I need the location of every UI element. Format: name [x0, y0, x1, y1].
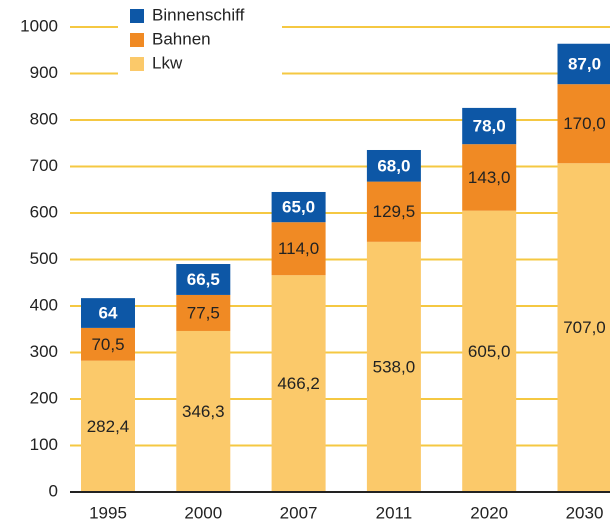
y-tick-label: 400: [30, 295, 58, 314]
bar-segment: [176, 330, 231, 492]
bar-segment: [462, 144, 517, 211]
bar-segment: [81, 360, 135, 492]
legend-swatch: [130, 9, 144, 23]
bar-segment: [176, 264, 231, 295]
value-label: 66,5: [187, 270, 220, 289]
value-label: 346,3: [182, 402, 225, 421]
bar-segment: [366, 181, 421, 242]
bar-segment: [271, 191, 326, 223]
value-label: 129,5: [373, 202, 416, 221]
value-label: 68,0: [377, 156, 410, 175]
value-label: 78,0: [473, 117, 506, 136]
bar-segment: [557, 163, 610, 492]
legend-label: Bahnen: [152, 29, 211, 48]
value-label: 114,0: [278, 239, 319, 258]
bar-segment: [366, 149, 421, 182]
bar-segment: [366, 241, 421, 492]
value-label: 605,0: [468, 342, 511, 361]
value-label: 143,0: [468, 168, 511, 187]
y-tick-label: 300: [30, 342, 58, 361]
value-label: 64: [99, 304, 118, 323]
value-label: 538,0: [373, 357, 416, 376]
value-label: 70,5: [91, 335, 124, 354]
x-tick-label: 2011: [376, 503, 413, 522]
x-tick-label: 2030: [566, 503, 604, 522]
x-tick-label: 2000: [184, 503, 222, 522]
value-label: 282,4: [87, 417, 130, 436]
y-tick-label: 700: [30, 156, 58, 175]
bar-segment: [271, 275, 326, 492]
legend-label: Lkw: [152, 53, 183, 72]
legend-label: Binnenschiff: [152, 5, 245, 24]
y-tick-label: 900: [30, 63, 58, 82]
value-label: 170,0: [563, 114, 606, 133]
y-tick-label: 200: [30, 388, 58, 407]
bar-segment: [176, 294, 231, 331]
bar-segment: [462, 107, 517, 145]
x-tick-label: 2020: [470, 503, 508, 522]
value-label: 466,2: [277, 374, 320, 393]
bar-segment: [557, 43, 610, 85]
y-tick-label: 100: [30, 435, 58, 454]
y-tick-label: 800: [30, 109, 58, 128]
legend-swatch: [130, 57, 144, 71]
x-tick-label: 2007: [280, 503, 318, 522]
bar-segment: [462, 210, 517, 493]
bar-segment: [81, 298, 135, 328]
bar-segment: [81, 327, 135, 361]
y-tick-label: 500: [30, 249, 58, 268]
y-tick-label: 0: [49, 481, 58, 500]
value-label: 87,0: [568, 54, 601, 73]
bar-segment: [271, 222, 326, 276]
value-label: 77,5: [187, 303, 220, 322]
legend-swatch: [130, 33, 144, 47]
x-tick-label: 1995: [89, 503, 127, 522]
value-label: 707,0: [563, 318, 606, 337]
value-label: 65,0: [282, 198, 315, 217]
legend-background: [118, 4, 282, 84]
y-tick-label: 1000: [20, 16, 58, 35]
bar-segment: [557, 84, 610, 164]
y-tick-label: 600: [30, 202, 58, 221]
